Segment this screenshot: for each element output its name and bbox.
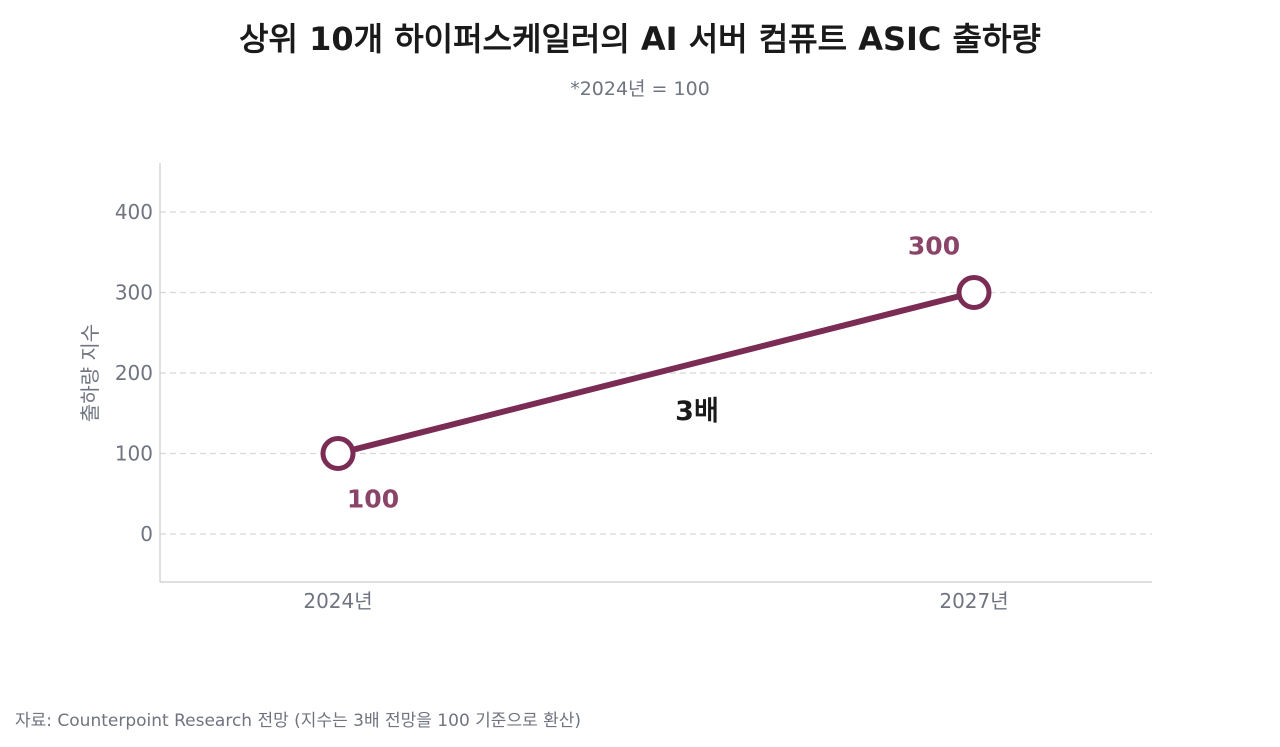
series: [320, 275, 992, 471]
y-tick-label-400: 400: [115, 200, 153, 224]
series-line-0: [335, 289, 977, 457]
y-tick-label-300: 300: [115, 281, 153, 305]
data-point-0: [320, 436, 356, 471]
axes: 0 100 200 300 400 2024년 2027년 출하량 지수: [78, 163, 1152, 613]
data-label-0: 100: [347, 485, 399, 514]
y-tick-label-200: 200: [115, 361, 153, 385]
y-tick-label-100: 100: [115, 442, 153, 466]
y-axis-title: 출하량 지수: [78, 324, 102, 422]
x-tick-label-0: 2024년: [303, 589, 372, 613]
y-tick-label-0: 0: [140, 522, 153, 546]
data-point-1: [956, 275, 992, 310]
chart-subtitle: *2024년 = 100: [570, 78, 710, 100]
data-label-1: 300: [908, 232, 960, 261]
line-chart: 0 100 200 300 400 2024년 2027년 출하량 지수 100 300 3배: [78, 163, 1152, 613]
x-tick-label-1: 2027년: [939, 589, 1008, 613]
growth-annotation: 3배: [675, 396, 719, 427]
labels: 100 300 3배: [347, 232, 960, 514]
chart-title: 상위 10개 하이퍼스케일러의 AI 서버 컴퓨트 ASIC 출하량: [239, 20, 1041, 58]
source-note: 자료: Counterpoint Research 전망 (지수는 3배 전망을…: [15, 711, 582, 731]
